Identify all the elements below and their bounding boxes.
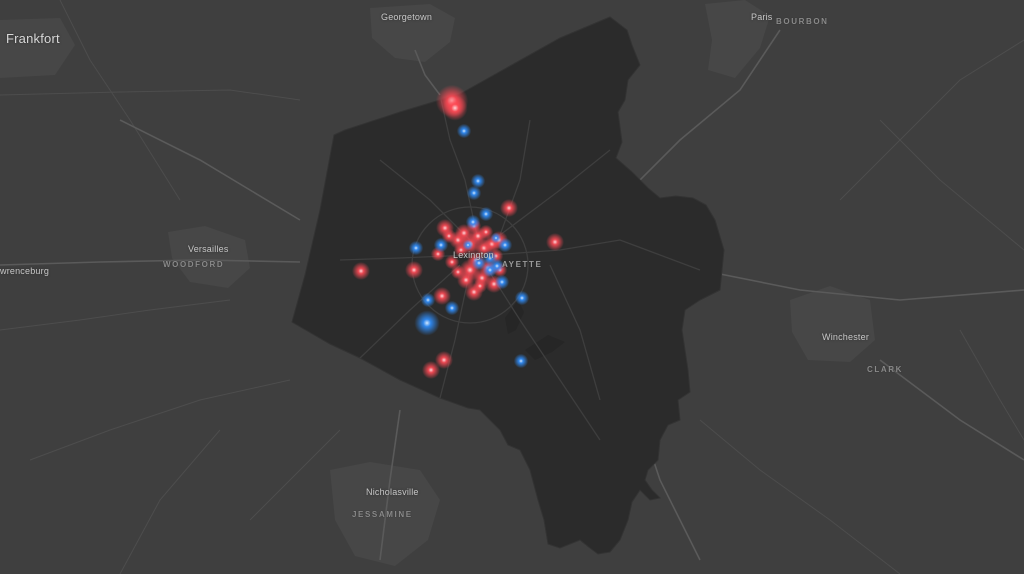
red-marker[interactable] <box>500 199 518 217</box>
city-label-paris: Paris <box>751 12 773 22</box>
blue-marker[interactable] <box>478 206 494 222</box>
county-inner-features <box>505 300 565 360</box>
markers-layer <box>352 84 564 379</box>
city-label-nicholasville: Nicholasville <box>366 487 419 497</box>
urban-area-paris <box>705 0 770 78</box>
blue-marker[interactable] <box>490 232 502 244</box>
blue-marker[interactable] <box>482 262 498 278</box>
blue-marker[interactable] <box>456 123 472 139</box>
blue-marker[interactable] <box>497 237 513 253</box>
county-label-bourbon: BOURBON <box>776 17 829 26</box>
blue-marker[interactable] <box>465 214 481 230</box>
blue-marker[interactable] <box>414 310 440 336</box>
blue-marker[interactable] <box>494 274 510 290</box>
red-marker[interactable] <box>442 95 468 121</box>
red-marker[interactable] <box>405 261 423 279</box>
blue-marker[interactable] <box>470 173 486 189</box>
urban-area-georgetown <box>370 4 455 62</box>
city-label-versailles: Versailles <box>188 244 229 254</box>
city-label-winchester: Winchester <box>822 332 870 342</box>
blue-marker[interactable] <box>514 290 530 306</box>
red-marker[interactable] <box>435 351 453 369</box>
red-marker[interactable] <box>433 287 451 305</box>
county-label-fayette: AYETTE <box>502 260 543 269</box>
urban-area-frankfort <box>0 18 75 78</box>
blue-marker[interactable] <box>466 185 482 201</box>
red-marker[interactable] <box>352 262 370 280</box>
red-marker[interactable] <box>472 278 488 294</box>
city-label-georgetown: Georgetown <box>381 12 433 22</box>
blue-marker[interactable] <box>444 300 460 316</box>
city-label-lawrenceburg: wrenceburg <box>0 266 50 276</box>
blue-marker[interactable] <box>408 240 424 256</box>
urban-area-versailles <box>168 226 250 288</box>
red-marker[interactable] <box>546 233 564 251</box>
county-label-clark: CLARK <box>867 365 903 374</box>
blue-marker[interactable] <box>513 353 529 369</box>
red-marker[interactable] <box>422 361 440 379</box>
red-marker[interactable] <box>478 224 494 240</box>
blue-marker[interactable] <box>462 239 474 251</box>
city-label-frankfort: Frankfort <box>6 31 60 46</box>
urban-area-winchester <box>790 286 875 362</box>
city-label-lexington: Lexington <box>453 250 494 260</box>
county-label-jessamine: JESSAMINE <box>352 510 413 519</box>
blue-marker[interactable] <box>471 255 487 271</box>
county-label-woodford: WOODFORD <box>163 260 225 269</box>
county-roads <box>339 94 701 441</box>
blue-marker[interactable] <box>420 292 436 308</box>
red-marker[interactable] <box>450 264 466 280</box>
blue-marker[interactable] <box>433 237 449 253</box>
